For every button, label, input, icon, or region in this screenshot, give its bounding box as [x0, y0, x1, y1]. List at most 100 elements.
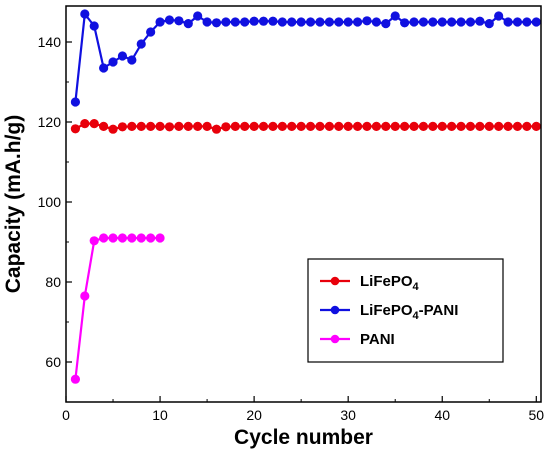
- data-point: [193, 121, 203, 131]
- data-point: [315, 121, 325, 131]
- data-point: [80, 9, 90, 19]
- data-point: [99, 233, 109, 243]
- data-point: [287, 17, 297, 27]
- data-point: [465, 17, 476, 27]
- data-point: [211, 124, 222, 134]
- data-point: [155, 121, 165, 131]
- series-line: [74, 12, 537, 103]
- data-point: [456, 121, 466, 131]
- data-point: [268, 121, 278, 131]
- series-1: [70, 118, 541, 134]
- data-point: [381, 18, 391, 29]
- data-point: [164, 15, 175, 25]
- data-point: [89, 118, 99, 129]
- series-line: [74, 236, 161, 380]
- data-point: [202, 121, 212, 131]
- plot-area: [70, 9, 541, 384]
- data-point: [99, 121, 109, 131]
- data-point: [80, 118, 90, 129]
- data-point: [155, 17, 165, 27]
- data-point: [108, 124, 118, 134]
- data-point: [221, 17, 231, 27]
- data-point: [174, 121, 184, 131]
- legend-swatch-marker: [330, 305, 340, 315]
- data-point: [531, 17, 541, 27]
- data-point: [136, 121, 146, 131]
- x-tick-label: 30: [340, 407, 356, 423]
- data-point: [418, 17, 429, 27]
- data-point: [381, 121, 391, 131]
- data-point: [324, 17, 334, 27]
- series-3: [70, 233, 165, 384]
- data-point: [409, 17, 419, 27]
- y-tick-label: 100: [38, 194, 62, 210]
- series-2: [70, 9, 541, 107]
- data-point: [447, 121, 457, 131]
- data-point: [70, 97, 81, 107]
- y-tick-label: 120: [38, 114, 62, 130]
- legend-entry-label: LiFePO4-PANI: [360, 302, 458, 322]
- data-point: [512, 121, 523, 131]
- data-point: [277, 17, 287, 27]
- data-point: [164, 122, 175, 132]
- data-point: [183, 18, 193, 29]
- legend: LiFePO4 LiFePO4-PANI PANI: [307, 258, 504, 363]
- x-axis-title: Cycle number: [234, 426, 373, 449]
- data-point: [409, 121, 419, 131]
- data-point: [315, 17, 325, 27]
- data-point: [371, 121, 381, 131]
- data-point: [296, 17, 306, 27]
- legend-swatch-marker: [330, 334, 340, 344]
- data-point: [146, 27, 156, 37]
- data-point: [117, 233, 128, 243]
- data-point: [230, 121, 240, 131]
- data-point: [475, 16, 485, 26]
- data-point: [531, 121, 541, 131]
- data-point: [202, 17, 212, 27]
- data-point: [428, 17, 438, 27]
- plot-frame: [65, 5, 542, 403]
- data-point: [127, 121, 137, 131]
- data-point: [258, 121, 269, 131]
- x-tick-label: 50: [529, 407, 545, 423]
- data-point: [352, 121, 363, 131]
- data-point: [522, 121, 532, 131]
- y-axis-title: Capacity (mA.h/g): [2, 115, 25, 294]
- data-point: [400, 121, 410, 131]
- data-point: [155, 233, 165, 243]
- data-point: [371, 17, 381, 27]
- data-point: [428, 121, 438, 131]
- data-point: [80, 291, 90, 301]
- legend-entry-label: LiFePO4: [360, 273, 420, 293]
- x-tick-label: 10: [152, 407, 168, 423]
- data-point: [89, 236, 99, 246]
- data-point: [174, 16, 184, 26]
- x-tick-label: 20: [246, 407, 262, 423]
- data-point: [512, 17, 523, 27]
- data-point: [484, 18, 494, 29]
- data-point: [136, 233, 146, 243]
- data-point: [465, 121, 476, 131]
- data-point: [249, 121, 259, 131]
- data-point: [343, 17, 353, 27]
- data-point: [193, 11, 203, 21]
- data-point: [136, 39, 146, 49]
- data-point: [230, 17, 240, 27]
- data-point: [494, 11, 504, 21]
- data-point: [268, 16, 278, 26]
- data-point: [117, 51, 128, 61]
- data-point: [99, 63, 109, 73]
- data-point: [418, 121, 429, 131]
- data-point: [447, 17, 457, 27]
- data-point: [362, 16, 372, 26]
- data-point: [484, 121, 494, 131]
- data-point: [362, 121, 372, 131]
- data-point: [211, 18, 222, 28]
- data-point: [305, 121, 316, 131]
- data-point: [70, 124, 81, 134]
- data-point: [70, 374, 81, 384]
- data-point: [127, 233, 137, 243]
- data-point: [146, 233, 156, 243]
- axes: 0 10 20 30 40 50 60 80 100 120 140: [38, 5, 545, 423]
- data-point: [108, 57, 118, 67]
